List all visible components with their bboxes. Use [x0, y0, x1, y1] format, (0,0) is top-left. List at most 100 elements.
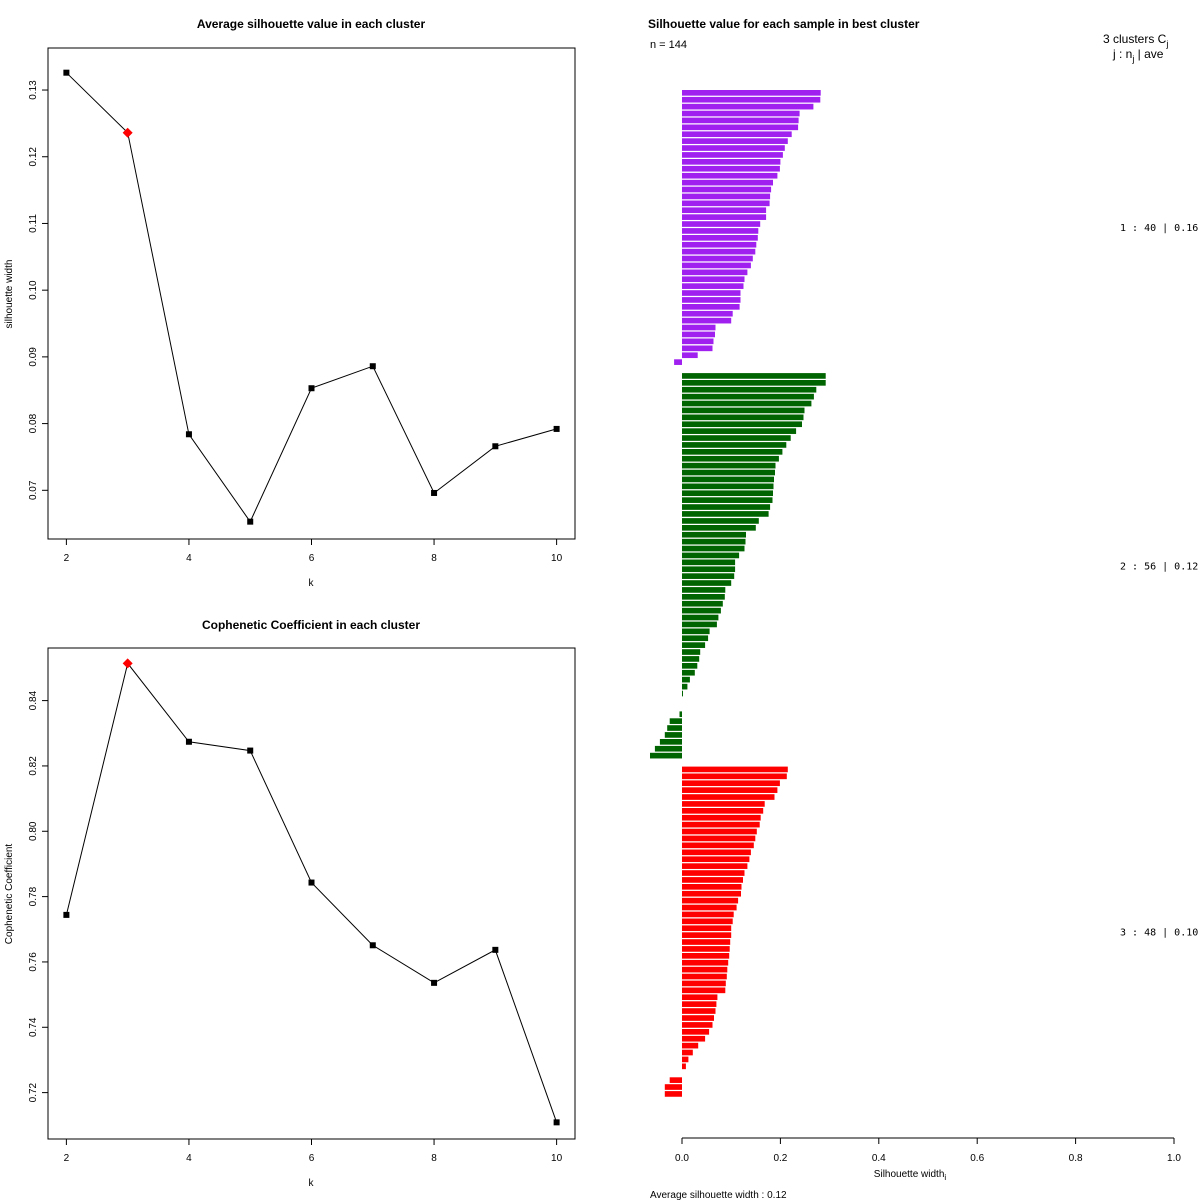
y-tick-label: 0.76	[28, 952, 39, 972]
silhouette-bar	[682, 276, 745, 283]
data-point	[553, 1119, 560, 1126]
silhouette-bar	[682, 490, 773, 497]
silhouette-bar	[682, 310, 733, 317]
silhouette-bar	[682, 497, 773, 503]
silhouette-bar	[682, 235, 758, 241]
silhouette-bar	[682, 904, 737, 911]
silhouette-bar	[682, 110, 800, 117]
y-tick-label: 0.13	[28, 80, 39, 100]
x-tick-label: 4	[186, 553, 192, 564]
silhouette-bar	[674, 359, 682, 365]
silhouette-bar	[682, 400, 812, 407]
chart-title: Average silhouette value in each cluster	[197, 17, 426, 31]
silhouette-bar	[682, 877, 743, 883]
chart-title: Silhouette value for each sample in best…	[648, 17, 920, 31]
legend-subheader-sub: j	[1131, 54, 1134, 64]
x-tick-label: 0.0	[675, 1153, 689, 1164]
silhouette-bar	[682, 959, 729, 966]
cluster-label: 1 : 40 | 0.16	[1120, 223, 1198, 234]
silhouette-bar	[682, 607, 721, 614]
silhouette-bar	[682, 1008, 716, 1014]
data-point	[63, 69, 70, 76]
x-axis-label: Silhouette widthi	[874, 1169, 947, 1182]
legend-header-sub: j	[1165, 39, 1168, 49]
x-axis-label: k	[309, 1178, 315, 1189]
x-tick-label: 2	[64, 1153, 70, 1164]
silhouette-bar	[682, 614, 719, 621]
y-tick-label: 0.82	[28, 756, 39, 776]
silhouette-bar	[682, 159, 781, 165]
silhouette-bar	[682, 297, 741, 303]
silhouette-line-chart: Average silhouette value in each cluster…	[4, 17, 576, 589]
silhouette-bar	[682, 518, 759, 524]
silhouette-bar	[682, 856, 750, 863]
x-tick-label: 0.6	[970, 1153, 984, 1164]
chart-title: Cophenetic Coefficient in each cluster	[202, 618, 420, 632]
silhouette-bar	[682, 1015, 714, 1021]
silhouette-bar	[682, 317, 732, 324]
data-point	[308, 879, 315, 886]
sample-count: n = 144	[650, 39, 687, 51]
series-path	[66, 72, 557, 523]
silhouette-bar	[682, 241, 757, 248]
silhouette-bar	[682, 511, 769, 517]
silhouette-bars	[650, 90, 826, 1097]
silhouette-bar	[682, 525, 756, 531]
silhouette-bar	[682, 338, 714, 345]
silhouette-bar	[682, 953, 730, 959]
x-tick-label: 0.4	[872, 1153, 886, 1164]
silhouette-bar	[682, 90, 821, 96]
y-tick-label: 0.11	[28, 214, 39, 233]
silhouette-bar	[682, 380, 826, 386]
x-axis-label-sub: i	[944, 1173, 946, 1182]
silhouette-bar	[682, 656, 700, 662]
silhouette-bar	[682, 407, 805, 414]
cophenetic-line-chart: Cophenetic Coefficient in each cluster 2…	[4, 618, 576, 1189]
silhouette-bar	[682, 269, 748, 276]
silhouette-bar	[682, 442, 787, 448]
y-tick-label: 0.80	[28, 821, 39, 841]
silhouette-bar	[682, 890, 741, 897]
silhouette-bar	[682, 973, 727, 980]
highlight-point	[122, 127, 133, 138]
silhouette-bar	[682, 649, 701, 655]
silhouette-bar	[682, 262, 751, 269]
silhouette-bar	[669, 718, 682, 724]
silhouette-bar	[682, 987, 726, 994]
silhouette-bar	[682, 393, 814, 400]
silhouette-bar	[682, 808, 764, 814]
x-tick-label: 10	[551, 553, 563, 564]
silhouette-bar	[682, 552, 740, 559]
silhouette-bar	[682, 980, 726, 987]
y-tick-label: 0.72	[28, 1082, 39, 1102]
x-tick-label: 2	[64, 553, 70, 564]
y-tick-label: 0.12	[28, 147, 39, 167]
silhouette-bar	[682, 152, 783, 158]
silhouette-bar	[682, 573, 735, 579]
silhouette-bar	[682, 255, 753, 262]
silhouette-bar	[682, 207, 767, 214]
silhouette-bar	[682, 331, 715, 338]
silhouette-bar	[682, 587, 726, 593]
data-point	[185, 431, 192, 438]
x-tick-label: 0.2	[773, 1153, 787, 1164]
silhouette-bar	[682, 283, 744, 289]
cluster-labels: 1 : 40 | 0.16 2 : 56 | 0.12 3 : 48 | 0.10	[1120, 223, 1198, 938]
silhouette-bar	[682, 304, 740, 310]
silhouette-bar	[682, 994, 718, 1001]
data-point	[369, 942, 376, 949]
silhouette-bar	[664, 1091, 682, 1097]
x-tick-label: 8	[431, 553, 437, 564]
x-tick-label: 8	[431, 1153, 437, 1164]
data-point	[492, 443, 499, 450]
silhouette-bar	[682, 600, 723, 607]
silhouette-bar	[682, 821, 760, 828]
cluster-label: 3 : 48 | 0.10	[1120, 927, 1198, 938]
silhouette-bar	[682, 96, 821, 103]
silhouette-bar	[682, 683, 688, 690]
silhouette-bar	[682, 897, 739, 904]
silhouette-bar	[654, 745, 682, 752]
silhouette-bar	[682, 766, 788, 773]
x-tick-label: 6	[309, 1153, 315, 1164]
